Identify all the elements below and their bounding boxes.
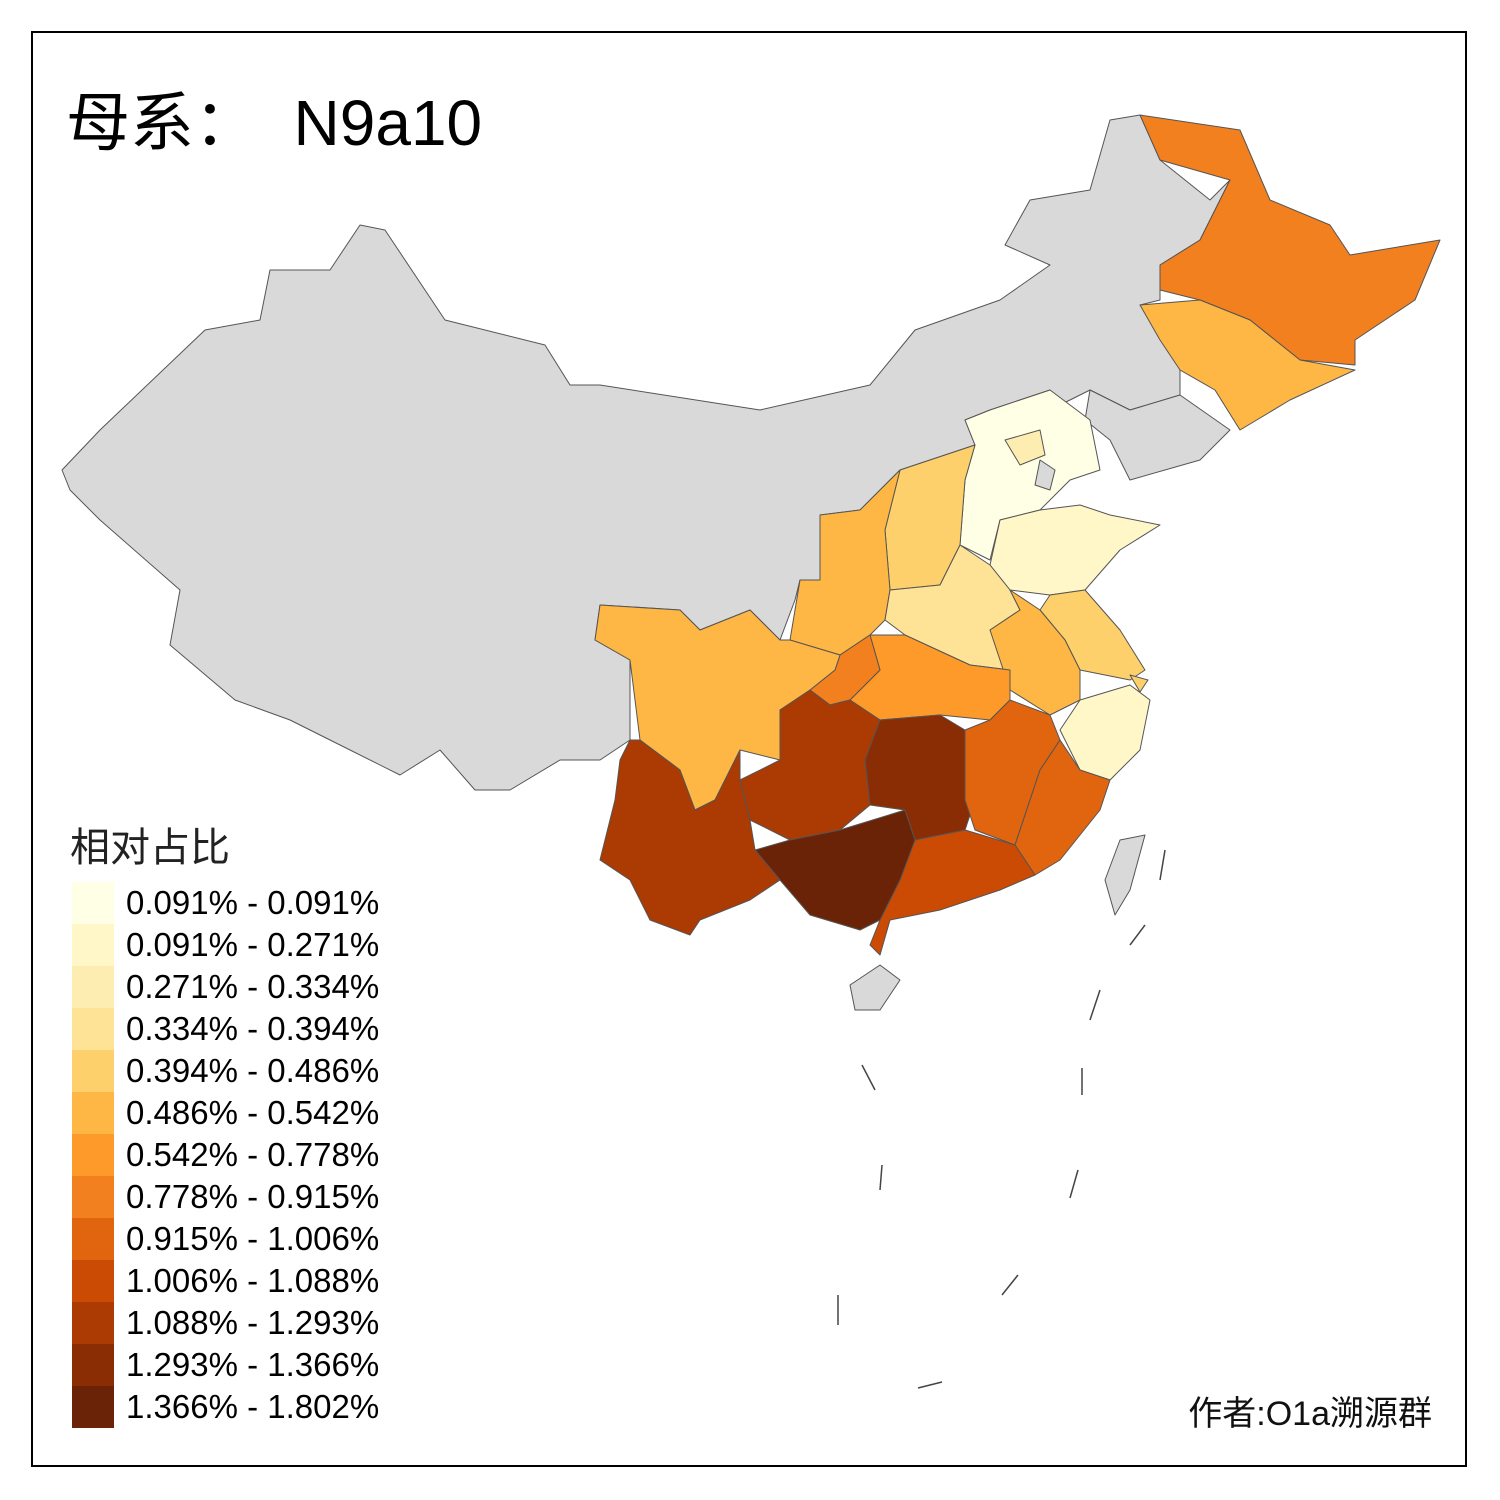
legend-item: 0.394% - 0.486% <box>72 1050 379 1092</box>
legend-item: 0.091% - 0.271% <box>72 924 379 966</box>
region-taiwan <box>1104 834 1146 916</box>
region-jilin <box>1139 299 1356 431</box>
legend-label: 0.778% - 0.915% <box>126 1178 380 1215</box>
region-yunnan <box>599 739 781 936</box>
legend-label: 1.293% - 1.366% <box>126 1346 380 1383</box>
legend-swatch <box>72 1134 114 1176</box>
legend-item: 0.778% - 0.915% <box>72 1176 379 1218</box>
region-zhejiang <box>1059 684 1151 781</box>
legend-item: 0.542% - 0.778% <box>72 1134 379 1176</box>
boundary-dash <box>1001 1274 1019 1296</box>
map-title: 母系： N9a10 <box>66 87 483 159</box>
region-tianjin <box>1034 459 1056 491</box>
legend-swatch <box>72 1344 114 1386</box>
legend-title: 相对占比 <box>70 826 230 870</box>
legend-swatch <box>72 1302 114 1344</box>
legend-swatch <box>72 924 114 966</box>
boundary-dash <box>1089 989 1101 1021</box>
author-credit: 作者:O1a溯源群 <box>1188 1395 1432 1433</box>
legend-swatch <box>72 1050 114 1092</box>
region-beijing <box>1004 429 1046 466</box>
legend-item: 0.486% - 0.542% <box>72 1092 379 1134</box>
legend-swatch <box>72 1260 114 1302</box>
legend-item: 1.088% - 1.293% <box>72 1302 379 1344</box>
map-frame <box>31 31 1467 1467</box>
legend-item: 0.334% - 0.394% <box>72 1008 379 1050</box>
legend-swatch <box>72 1386 114 1428</box>
legend-swatch <box>72 1218 114 1260</box>
boundary-dash <box>1159 849 1166 881</box>
region-guangxi <box>754 809 916 931</box>
legend-label: 1.006% - 1.088% <box>126 1262 380 1299</box>
boundary-dash <box>917 1381 943 1389</box>
legend-item: 0.915% - 1.006% <box>72 1218 379 1260</box>
boundary-dash <box>861 1064 876 1091</box>
legend-swatch <box>72 1176 114 1218</box>
legend-swatch <box>72 1008 114 1050</box>
legend-label: 0.915% - 1.006% <box>126 1220 380 1257</box>
legend-label: 0.091% - 0.271% <box>126 926 380 963</box>
region-hainan <box>849 964 901 1011</box>
boundary-dash <box>1069 1169 1079 1199</box>
boundary-dash <box>879 1164 883 1191</box>
region-shanghai <box>1129 674 1149 693</box>
legend: 0.091% - 0.091% 0.091% - 0.271% 0.271% - 0… <box>72 882 379 1428</box>
legend-item: 1.366% - 1.802% <box>72 1386 379 1428</box>
region-heilongjiang <box>1139 114 1441 366</box>
legend-swatch <box>72 882 114 924</box>
legend-item: 0.091% - 0.091% <box>72 882 379 924</box>
legend-label: 0.486% - 0.542% <box>126 1094 380 1131</box>
legend-label: 1.088% - 1.293% <box>126 1304 380 1341</box>
legend-label: 1.366% - 1.802% <box>126 1388 380 1425</box>
legend-item: 1.293% - 1.366% <box>72 1344 379 1386</box>
region-shandong <box>989 504 1161 596</box>
legend-label: 0.091% - 0.091% <box>126 884 380 921</box>
legend-label: 0.542% - 0.778% <box>126 1136 380 1173</box>
region-anhui <box>989 589 1081 716</box>
boundary-dash <box>1129 924 1146 946</box>
legend-label: 0.394% - 0.486% <box>126 1052 380 1089</box>
legend-swatch <box>72 1092 114 1134</box>
legend-item: 0.271% - 0.334% <box>72 966 379 1008</box>
legend-label: 0.271% - 0.334% <box>126 968 380 1005</box>
legend-swatch <box>72 966 114 1008</box>
region-liaoning <box>1084 389 1231 481</box>
legend-label: 0.334% - 0.394% <box>126 1010 380 1047</box>
region-west-north <box>61 114 1231 791</box>
legend-item: 1.006% - 1.088% <box>72 1260 379 1302</box>
